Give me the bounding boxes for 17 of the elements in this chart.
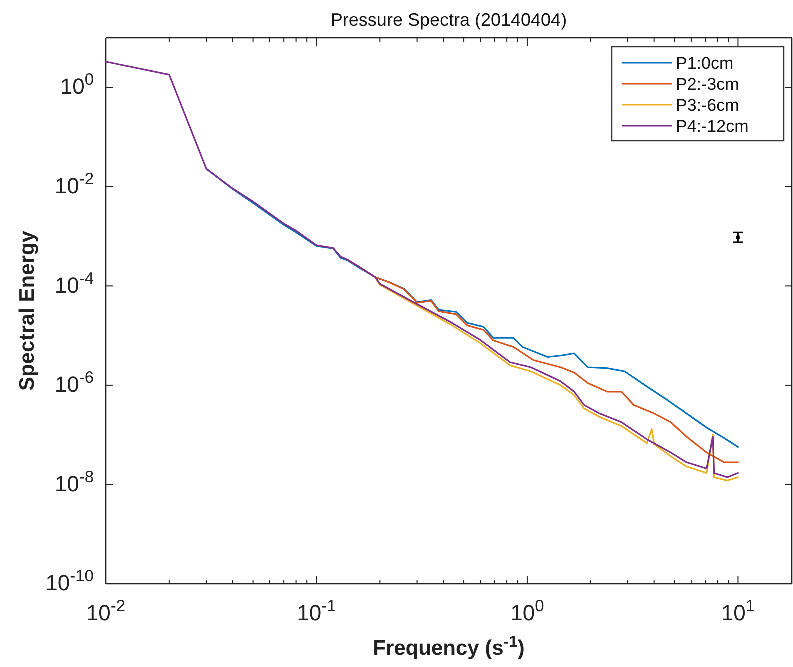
y-tick-label: 10$^{-6}$ xyxy=(54,369,94,398)
y-tick-label: 10$^{-4}$ xyxy=(54,270,94,298)
chart-title: Pressure Spectra (20140404) xyxy=(330,10,568,30)
legend-label: P1:0cm xyxy=(676,54,734,73)
x-tick-label: 10$^{1}$ xyxy=(721,597,756,626)
x-axis-title: Frequency (s$^{-1}$) xyxy=(373,634,525,660)
y-tick-label: 10$^{-10}$ xyxy=(46,568,94,596)
y-tick-label: 10$^{-8}$ xyxy=(54,468,94,496)
legend-label: P3:-6cm xyxy=(676,96,740,115)
legend-label: P2:-3cm xyxy=(676,75,740,94)
x-tick-label: 10$^{0}$ xyxy=(510,597,544,626)
x-tick-label: 10$^{-1}$ xyxy=(297,597,336,626)
x-tick-label: 10$^{-2}$ xyxy=(86,597,126,626)
legend-label: P4:-12cm xyxy=(676,117,749,136)
y-axis-title: Spectral Energy xyxy=(16,230,39,391)
y-tick-label: 10$^{0}$ xyxy=(60,71,94,100)
y-tick-label: 10$^{-2}$ xyxy=(54,170,94,199)
